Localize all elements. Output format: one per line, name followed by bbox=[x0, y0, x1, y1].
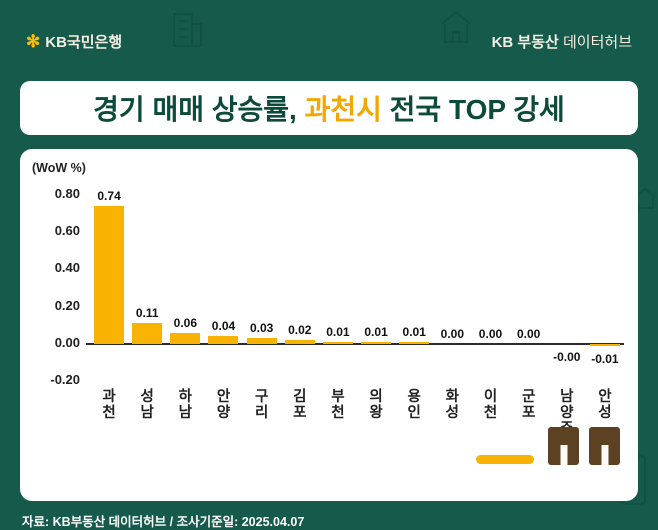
title-part2: 전국 TOP 강세 bbox=[381, 94, 565, 125]
bar-column: 0.00 bbox=[433, 195, 471, 381]
brand-title: KB 부동산 데이터허브 bbox=[475, 14, 632, 69]
bar-column: 0.01 bbox=[357, 195, 395, 381]
bar-value-label: 0.03 bbox=[249, 321, 274, 336]
bar-column: -0.01 bbox=[586, 195, 624, 381]
source-note: 자료: KB부동산 데이터허브 / 조사기준일: 2025.04.07 bbox=[22, 515, 305, 529]
bar bbox=[170, 332, 201, 344]
bar-column: 0.00 bbox=[471, 195, 509, 381]
title-part1: 경기 매매 상승률, bbox=[93, 94, 305, 125]
bar-column: 0.01 bbox=[319, 195, 357, 381]
brand-light-text: 데이터허브 bbox=[558, 34, 632, 51]
bar-value-label: 0.02 bbox=[288, 323, 312, 338]
bar-value-label: 0.04 bbox=[211, 319, 236, 334]
y-tick-label: 0.40 bbox=[54, 260, 80, 276]
x-axis-labels: 과천성남하남안양구리김포부천의왕용인화성이천군포남양주안성 bbox=[90, 389, 624, 493]
y-tick-label: 0.80 bbox=[54, 186, 80, 201]
decor-building-block bbox=[548, 427, 579, 465]
y-tick-label: -0.20 bbox=[50, 372, 80, 387]
bar-value-label: 0.11 bbox=[135, 306, 159, 321]
bar-column: 0.03 bbox=[243, 195, 281, 381]
bar bbox=[399, 341, 430, 344]
bar bbox=[246, 338, 277, 344]
bar-column: 0.11 bbox=[128, 195, 166, 381]
decor-yellow-bar bbox=[476, 455, 534, 464]
chart-card: (WoW %) 0.80 0.60 0.40 0.20 0.00 -0.20 0.74 0.1… bbox=[20, 149, 638, 501]
kb-bank-logo: ✻ KB국민은행 bbox=[26, 31, 122, 52]
y-tick-label: 0.20 bbox=[54, 297, 80, 313]
decor-building-door bbox=[601, 445, 608, 465]
bar bbox=[94, 206, 125, 344]
bar-column: 0.01 bbox=[395, 195, 433, 381]
bar-column: 0.74 bbox=[90, 189, 128, 381]
header: ✻ KB국민은행 KB 부동산 데이터허브 bbox=[0, 0, 658, 75]
y-tick-label: 0.00 bbox=[54, 334, 80, 350]
x-axis-line bbox=[86, 342, 624, 345]
title-highlight: 과천시 bbox=[304, 94, 382, 125]
bar-column: 0.04 bbox=[204, 195, 242, 381]
bar bbox=[284, 340, 315, 344]
brand-bold-text: KB 부동산 bbox=[491, 34, 559, 51]
bar-column: 0.02 bbox=[281, 195, 319, 381]
kb-bank-logo-text: KB국민은행 bbox=[45, 34, 123, 51]
bar-column: 0.06 bbox=[166, 195, 204, 381]
y-axis-unit-label: (WoW %) bbox=[32, 161, 86, 175]
bar-value-label: 0.01 bbox=[402, 324, 426, 339]
y-tick-label: 0.60 bbox=[54, 223, 80, 239]
bar-column: 0.00 bbox=[510, 195, 548, 381]
bar-value-label: -0.00 bbox=[553, 349, 581, 364]
decor-building-block bbox=[589, 427, 620, 465]
page-title: 경기 매매 상승률, 과천시 전국 TOP 강세 bbox=[20, 81, 638, 135]
bar-value-label: -0.01 bbox=[591, 351, 619, 366]
bar-value-label: 0.00 bbox=[440, 326, 465, 341]
bar-value-label: 0.01 bbox=[326, 324, 350, 339]
bar bbox=[208, 336, 239, 344]
bar-value-label: 0.06 bbox=[173, 315, 198, 330]
bar bbox=[132, 323, 163, 344]
bar-value-label: 0.74 bbox=[97, 189, 121, 204]
bar bbox=[589, 343, 620, 346]
plot-area: 0.80 0.60 0.40 0.20 0.00 -0.20 0.74 0.11 0.06 0.0… bbox=[50, 186, 624, 387]
decor-building-door bbox=[560, 445, 567, 465]
bar-value-label: 0.00 bbox=[516, 326, 541, 341]
bar-value-label: 0.00 bbox=[478, 326, 503, 341]
bar bbox=[361, 341, 392, 344]
bar-column: -0.00 bbox=[548, 195, 586, 381]
bar bbox=[322, 341, 353, 344]
kb-star-icon: ✻ bbox=[26, 32, 41, 51]
bar-value-label: 0.01 bbox=[364, 324, 388, 339]
